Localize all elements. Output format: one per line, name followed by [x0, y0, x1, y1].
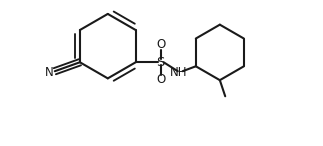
Text: O: O	[156, 73, 165, 86]
Text: S: S	[157, 56, 165, 69]
Text: NH: NH	[170, 66, 187, 79]
Text: O: O	[156, 38, 165, 51]
Text: N: N	[45, 66, 54, 79]
